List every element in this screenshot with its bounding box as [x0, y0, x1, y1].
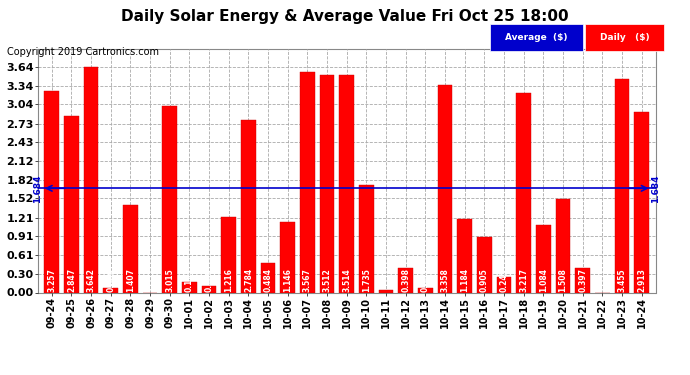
- Bar: [497, 278, 511, 292]
- Text: 0.065: 0.065: [421, 268, 430, 292]
- Text: 0.100: 0.100: [204, 268, 213, 292]
- Bar: [319, 75, 335, 292]
- Bar: [398, 268, 413, 292]
- Bar: [379, 290, 393, 292]
- Bar: [83, 67, 99, 292]
- Text: 0.173: 0.173: [185, 268, 194, 292]
- Bar: [575, 268, 590, 292]
- Text: 3.567: 3.567: [303, 268, 312, 292]
- Text: 0.905: 0.905: [480, 268, 489, 292]
- Bar: [437, 85, 453, 292]
- Text: 1.216: 1.216: [224, 268, 233, 292]
- Bar: [359, 185, 374, 292]
- Text: Copyright 2019 Cartronics.com: Copyright 2019 Cartronics.com: [7, 47, 159, 57]
- Bar: [64, 116, 79, 292]
- Text: 1.184: 1.184: [460, 268, 469, 292]
- Text: 1.508: 1.508: [559, 268, 568, 292]
- Text: 3.217: 3.217: [520, 268, 529, 292]
- Bar: [457, 219, 472, 292]
- Bar: [536, 225, 551, 292]
- Bar: [123, 206, 138, 292]
- Text: 1.684: 1.684: [651, 174, 660, 202]
- Text: 1.084: 1.084: [539, 268, 548, 292]
- Bar: [300, 72, 315, 292]
- Text: 3.358: 3.358: [440, 268, 450, 292]
- Text: Daily   ($): Daily ($): [600, 33, 649, 42]
- Bar: [418, 288, 433, 292]
- Text: 1.407: 1.407: [126, 268, 135, 292]
- Bar: [615, 79, 629, 292]
- Bar: [104, 288, 118, 292]
- Bar: [634, 112, 649, 292]
- Text: 0.397: 0.397: [578, 268, 587, 292]
- Text: 0.080: 0.080: [106, 268, 115, 292]
- Text: 0.245: 0.245: [500, 268, 509, 292]
- Text: 3.257: 3.257: [47, 268, 56, 292]
- Text: 1.146: 1.146: [283, 268, 293, 292]
- Text: 1.735: 1.735: [362, 268, 371, 292]
- Text: 1.684: 1.684: [33, 174, 43, 202]
- Text: 3.015: 3.015: [165, 268, 174, 292]
- Bar: [182, 282, 197, 292]
- Text: 3.512: 3.512: [322, 268, 332, 292]
- Bar: [516, 93, 531, 292]
- Bar: [280, 222, 295, 292]
- Text: Average  ($): Average ($): [505, 33, 567, 42]
- Bar: [477, 237, 492, 292]
- Text: 2.913: 2.913: [638, 268, 647, 292]
- Text: 3.455: 3.455: [618, 268, 627, 292]
- Text: 2.847: 2.847: [67, 268, 76, 292]
- Text: 3.642: 3.642: [86, 268, 95, 292]
- Text: 0.398: 0.398: [401, 268, 411, 292]
- Bar: [201, 286, 217, 292]
- Bar: [241, 120, 256, 292]
- Bar: [44, 91, 59, 292]
- Bar: [162, 106, 177, 292]
- Bar: [261, 262, 275, 292]
- Text: 2.784: 2.784: [244, 268, 253, 292]
- Bar: [555, 199, 571, 292]
- Bar: [221, 217, 236, 292]
- Text: 0.484: 0.484: [264, 268, 273, 292]
- Bar: [339, 75, 354, 292]
- Text: Daily Solar Energy & Average Value Fri Oct 25 18:00: Daily Solar Energy & Average Value Fri O…: [121, 9, 569, 24]
- Text: 3.514: 3.514: [342, 268, 351, 292]
